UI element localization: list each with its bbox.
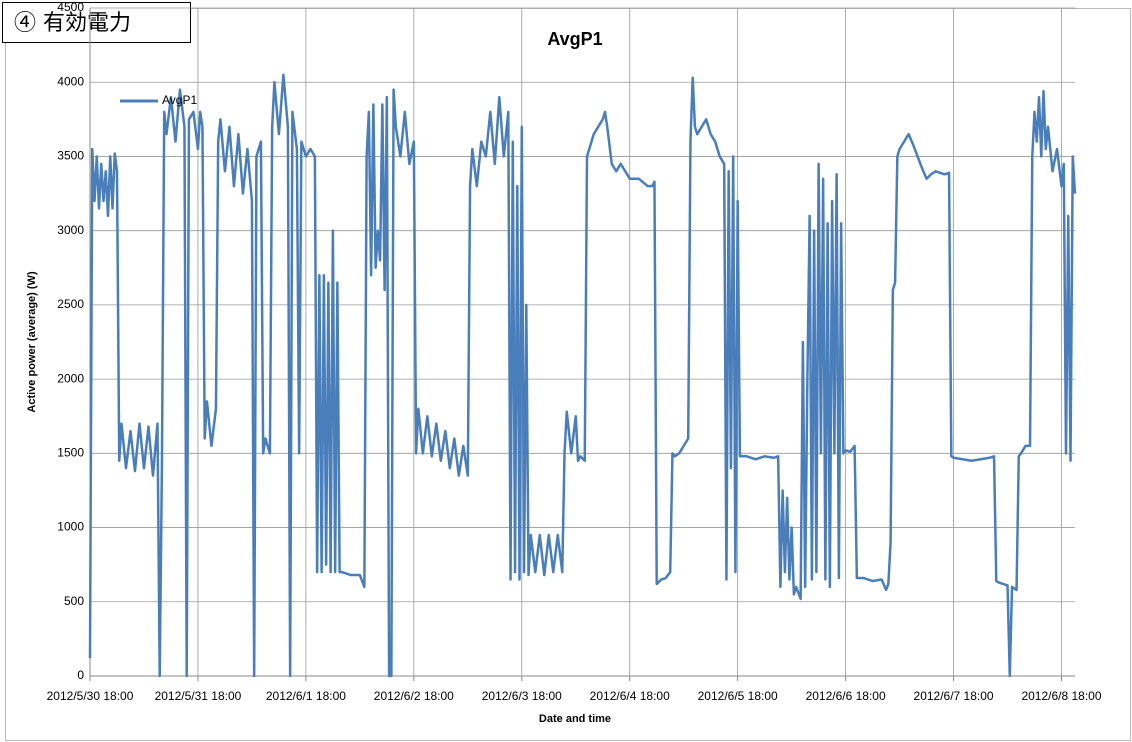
label-box (2, 2, 191, 43)
x-tick-label: 2012/6/8 18:00 (1021, 689, 1101, 703)
y-tick-label: 500 (64, 594, 84, 608)
legend-label: AvgP1 (162, 93, 197, 107)
x-tick-label: 2012/6/7 18:00 (914, 689, 994, 703)
x-tick-label: 2012/5/30 18:00 (47, 689, 134, 703)
x-tick-label: 2012/6/3 18:00 (482, 689, 562, 703)
y-axis-title: Active power (average) (W) (26, 271, 38, 413)
x-tick-label: 2012/6/2 18:00 (374, 689, 454, 703)
x-tick-label: 2012/6/5 18:00 (698, 689, 778, 703)
x-tick-label: 2012/6/4 18:00 (590, 689, 670, 703)
y-tick-label: 1000 (57, 520, 84, 534)
y-tick-label: 2500 (57, 297, 84, 311)
chart-border (5, 8, 1131, 741)
x-tick-label: 2012/6/1 18:00 (266, 689, 346, 703)
y-tick-label: 3000 (57, 223, 84, 237)
chart-title: AvgP1 (547, 29, 602, 49)
y-tick-label: 4500 (57, 0, 84, 14)
data-line (88, 73, 1077, 678)
y-tick-label: 0 (77, 668, 84, 682)
x-tick-label: 2012/6/6 18:00 (806, 689, 886, 703)
y-tick-label: 1500 (57, 446, 84, 460)
y-tick-label: 2000 (57, 371, 84, 385)
section-label: ④ 有効電力 (14, 11, 131, 36)
x-axis-title: Date and time (539, 713, 611, 725)
y-tick-label: 4000 (57, 74, 84, 88)
y-tick-label: 3500 (57, 149, 84, 163)
x-tick-label: 2012/5/31 18:00 (155, 689, 242, 703)
